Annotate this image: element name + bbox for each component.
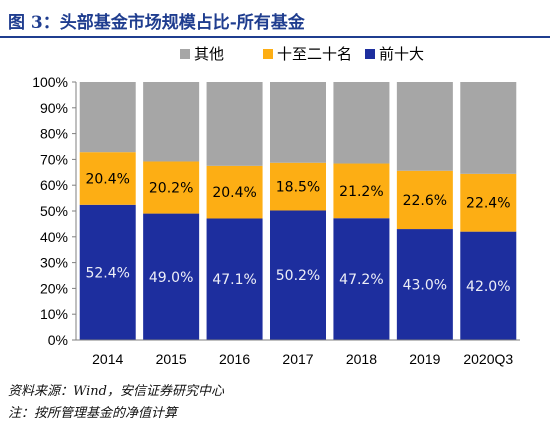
- bar-segment-others: [143, 82, 200, 162]
- y-tick-label: 30%: [40, 255, 68, 271]
- bar-segment-others: [270, 82, 326, 163]
- figure-title: 图 3：头部基金市场规模占比-所有基金: [8, 13, 305, 33]
- x-tick-label: 2016: [219, 351, 250, 367]
- source-note: 资料来源：Wind，安信证券研究中心: [8, 384, 224, 399]
- bar-segment-top10: [79, 204, 136, 340]
- data-label: 18.5%: [276, 180, 320, 196]
- data-label: 50.2%: [276, 268, 320, 284]
- bar-segment-rank11-20: [206, 165, 263, 219]
- data-label: 43.0%: [403, 278, 447, 294]
- bar-segment-top10: [206, 218, 263, 340]
- bar-segment-others: [79, 82, 136, 153]
- data-label: 49.0%: [149, 270, 193, 286]
- bar-segment-others: [333, 82, 390, 164]
- x-tick-label: 2018: [346, 351, 377, 367]
- bar-segment-top10: [460, 231, 517, 340]
- y-tick-label: 80%: [40, 126, 68, 142]
- bar-segment-others: [206, 82, 263, 166]
- legend-swatch: [180, 49, 190, 59]
- bars: 52.4% 20.4% 49.0% 20.2% 47.1% 20.4% 50.2% 18.5%…: [79, 82, 517, 340]
- stacked-bar-chart: 其他 十至二十名 前十大 0% 10% 20% 30% 40% 50% 60% 70% 80% 90%…: [32, 45, 520, 367]
- data-label: 20.2%: [149, 181, 193, 197]
- x-tick-label: 2019: [409, 351, 440, 367]
- data-label: 47.2%: [339, 272, 383, 288]
- data-label: 20.4%: [85, 171, 129, 187]
- x-axis: 2014 2015 2016 2017 2018 2019 2020Q3: [76, 339, 520, 367]
- y-tick-label: 0%: [48, 332, 68, 348]
- legend-swatch: [365, 49, 375, 59]
- data-label: 22.4%: [466, 196, 510, 212]
- data-label: 21.2%: [339, 184, 383, 200]
- data-label: 42.0%: [466, 279, 510, 295]
- bar-segment-rank11-20: [333, 163, 390, 219]
- bar-segment-top10: [396, 229, 453, 340]
- bar-segment-others: [460, 82, 517, 174]
- y-tick-label: 10%: [40, 306, 68, 322]
- data-label: 52.4%: [85, 265, 129, 281]
- title-underline: [0, 36, 550, 38]
- y-tick-label: 100%: [32, 74, 68, 90]
- y-axis: 0% 10% 20% 30% 40% 50% 60% 70% 80% 90% 100%: [32, 74, 77, 348]
- bar-segment-rank11-20: [143, 161, 200, 214]
- x-tick-label: 2020Q3: [463, 351, 513, 367]
- y-tick-label: 60%: [40, 177, 68, 193]
- bar-segment-rank11-20: [396, 170, 453, 230]
- y-tick-label: 40%: [40, 229, 68, 245]
- y-tick-label: 70%: [40, 151, 68, 167]
- legend-label: 十至二十名: [277, 45, 352, 63]
- y-tick-label: 50%: [40, 203, 68, 219]
- footnote: 注：按所管理基金的净值计算: [8, 406, 178, 421]
- bar-segment-rank11-20: [270, 162, 326, 211]
- x-tick-label: 2014: [92, 351, 123, 367]
- x-tick-label: 2017: [282, 351, 313, 367]
- bar-segment-others: [396, 82, 453, 171]
- title-bar: 图 3：头部基金市场规模占比-所有基金: [0, 0, 550, 38]
- bar-segment-top10: [333, 218, 390, 340]
- bar-segment-rank11-20: [79, 152, 136, 205]
- bar-segment-top10: [270, 210, 326, 340]
- x-tick-label: 2015: [156, 351, 187, 367]
- data-label: 47.1%: [212, 272, 256, 288]
- bar-segment-top10: [143, 213, 200, 340]
- legend: 其他 十至二十名 前十大: [180, 45, 424, 63]
- data-label: 20.4%: [212, 185, 256, 201]
- data-label: 22.6%: [403, 193, 447, 209]
- legend-swatch: [263, 49, 273, 59]
- legend-label: 其他: [194, 45, 224, 63]
- legend-label: 前十大: [379, 45, 424, 63]
- y-tick-label: 20%: [40, 280, 68, 296]
- y-tick-label: 90%: [40, 100, 68, 116]
- bar-segment-rank11-20: [460, 173, 517, 232]
